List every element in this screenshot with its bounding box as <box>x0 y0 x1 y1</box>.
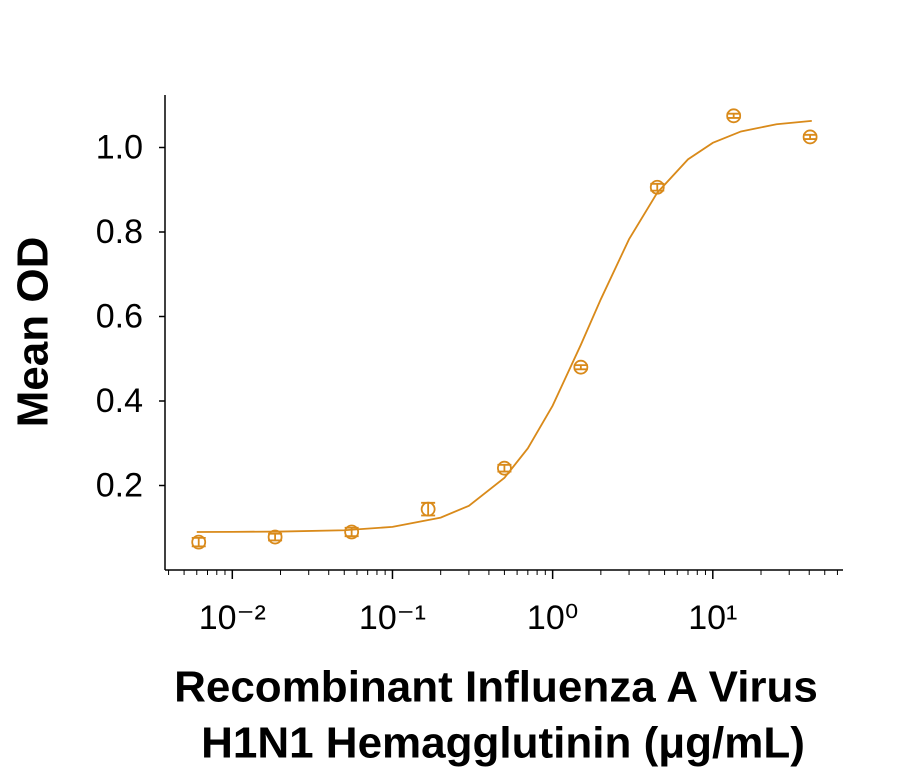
data-point <box>420 501 436 517</box>
y-tick-label: 1.0 <box>96 128 143 166</box>
y-tick-label: 0.8 <box>96 213 143 251</box>
y-tick-label: 0.4 <box>96 382 143 420</box>
error-bar <box>573 364 588 371</box>
x-tick-label: 10⁰ <box>527 599 578 637</box>
y-tick-label: 0.6 <box>96 297 143 335</box>
data-point <box>726 108 742 124</box>
data-point <box>267 529 283 545</box>
error-bar <box>803 133 818 140</box>
data-point <box>573 359 589 375</box>
data-point <box>802 129 818 145</box>
data-point <box>344 524 360 540</box>
fit-curve <box>196 119 812 533</box>
data-point <box>497 460 512 476</box>
error-bar <box>726 112 741 119</box>
error-bar <box>268 532 283 542</box>
x-axis-label: H1N1 Hemagglutinin (μg/mL) <box>201 719 805 768</box>
x-tick-label: 10⁻¹ <box>359 599 426 637</box>
y-axis-label: Mean OD <box>9 237 58 428</box>
data-point <box>191 534 207 550</box>
y-tick-label: 0.2 <box>96 466 143 504</box>
x-tick-label: 10¹ <box>688 599 737 637</box>
x-tick-label: 10⁻² <box>199 599 266 637</box>
x-axis-label: Recombinant Influenza A Virus <box>174 663 818 712</box>
